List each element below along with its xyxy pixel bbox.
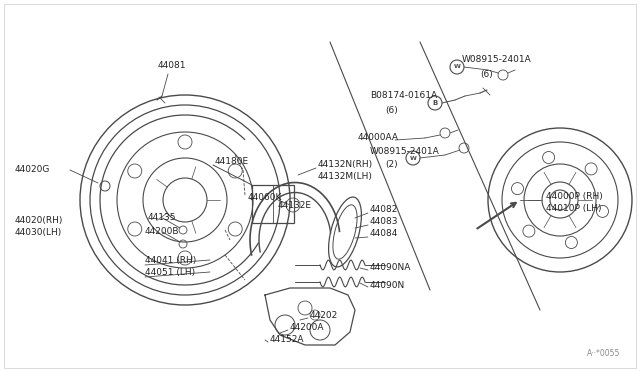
Text: 44041 (RH): 44041 (RH) — [145, 256, 196, 264]
Text: 44200B: 44200B — [145, 228, 179, 237]
Text: 44060K: 44060K — [248, 193, 282, 202]
Text: 44020(RH): 44020(RH) — [15, 215, 63, 224]
Text: 44030(LH): 44030(LH) — [15, 228, 62, 237]
Text: W: W — [454, 64, 460, 70]
Text: W08915-2401A: W08915-2401A — [462, 55, 532, 64]
Text: (6): (6) — [480, 70, 493, 78]
Text: B08174-0161A: B08174-0161A — [370, 92, 437, 100]
Text: W08915-2401A: W08915-2401A — [370, 148, 440, 157]
Text: 44152A: 44152A — [270, 336, 305, 344]
Text: 44000AA: 44000AA — [358, 134, 399, 142]
Text: 44132E: 44132E — [278, 201, 312, 209]
Text: B: B — [433, 100, 438, 106]
Text: A··*0055: A··*0055 — [587, 349, 620, 358]
Bar — [252, 185, 294, 223]
Text: W: W — [410, 155, 417, 160]
Text: 44010P (LH): 44010P (LH) — [546, 203, 602, 212]
Text: (6): (6) — [385, 106, 397, 115]
Text: 44200A: 44200A — [290, 324, 324, 333]
Text: 44051 (LH): 44051 (LH) — [145, 267, 195, 276]
Text: 44090N: 44090N — [370, 280, 405, 289]
Text: 44082: 44082 — [370, 205, 398, 215]
Text: 44132M(LH): 44132M(LH) — [318, 173, 373, 182]
Text: 44132N(RH): 44132N(RH) — [318, 160, 373, 170]
Text: 44020G: 44020G — [15, 166, 51, 174]
Text: (2): (2) — [385, 160, 397, 170]
Text: 44090NA: 44090NA — [370, 263, 412, 273]
Text: 44084: 44084 — [370, 230, 398, 238]
Text: 44135: 44135 — [148, 214, 177, 222]
Text: 44202: 44202 — [310, 311, 339, 321]
Text: 44000P (RH): 44000P (RH) — [546, 192, 603, 201]
Text: 44083: 44083 — [370, 218, 399, 227]
Text: 44180E: 44180E — [215, 157, 249, 167]
Text: 44081: 44081 — [158, 61, 186, 71]
